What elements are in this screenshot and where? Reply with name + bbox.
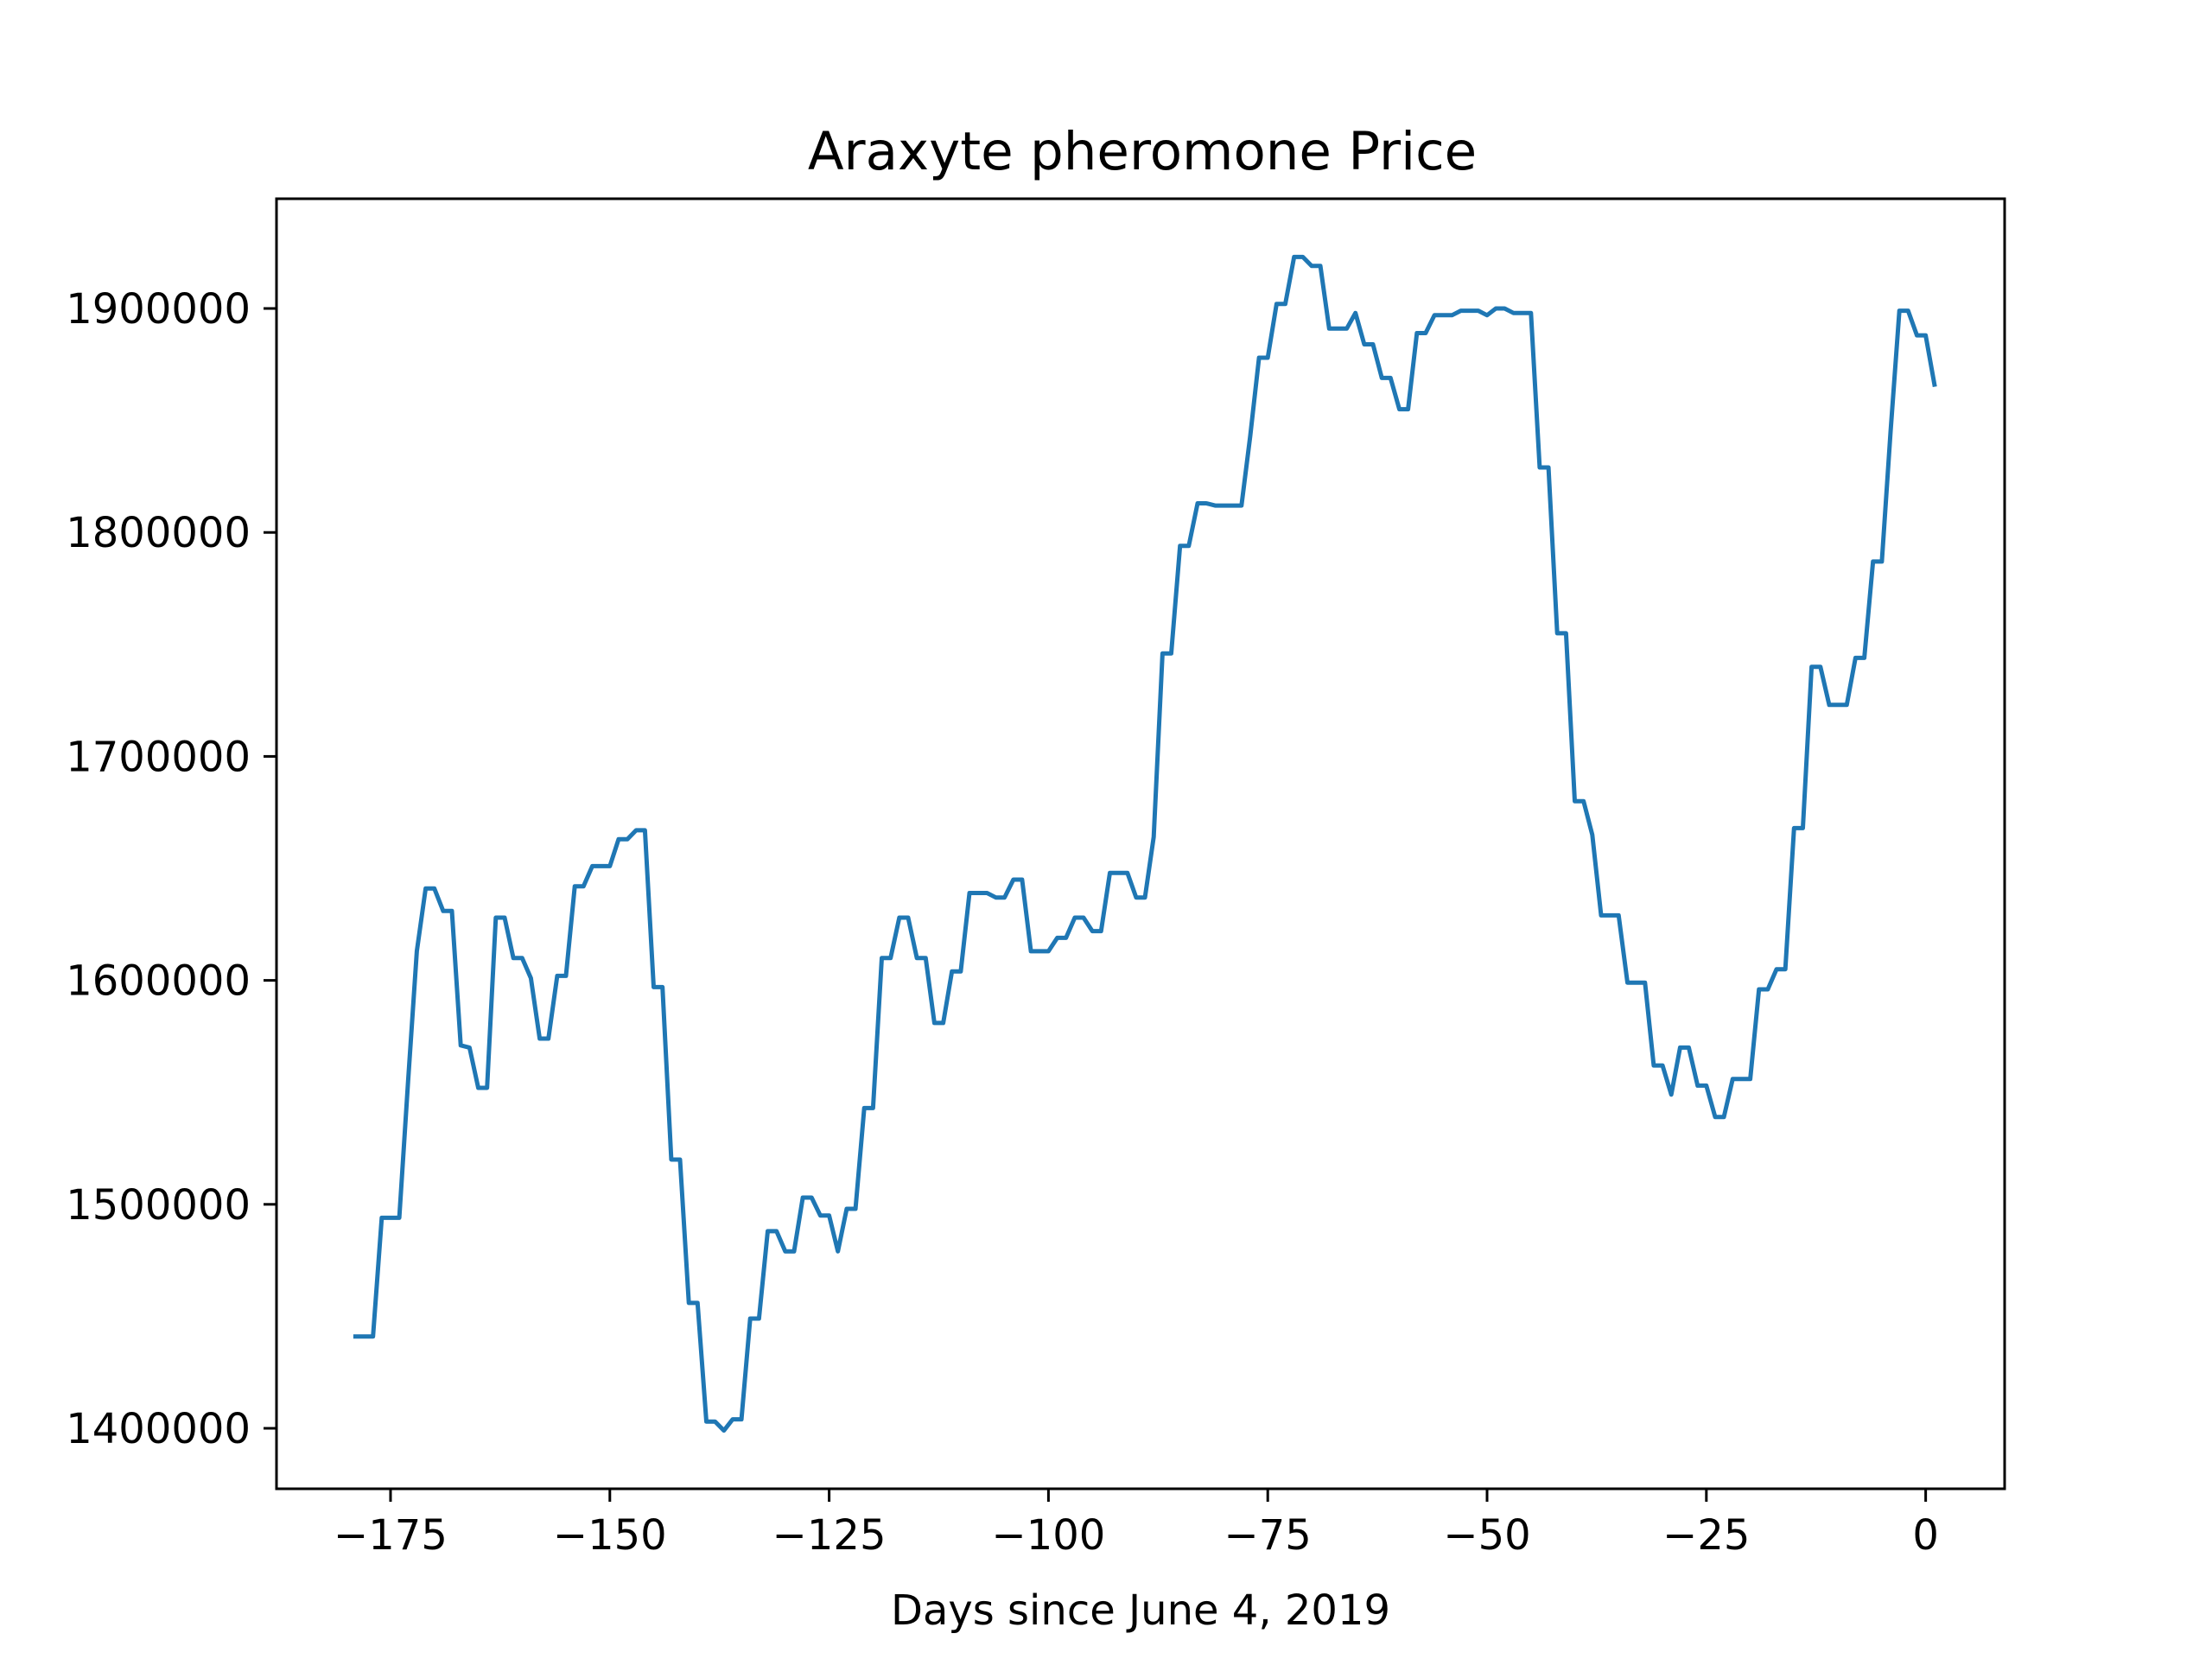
y-tick-label: 1800000	[66, 509, 251, 557]
x-tick-label: −175	[334, 1511, 448, 1560]
axes-frame	[275, 197, 2006, 1491]
x-tick-label: −100	[991, 1511, 1105, 1560]
chart-title: Araxyte pheromone Price	[808, 121, 1477, 182]
x-tick-label: −25	[1662, 1511, 1750, 1560]
y-tick-label: 1600000	[66, 957, 251, 1006]
x-tick-label: −50	[1443, 1511, 1530, 1560]
y-tick-label: 1400000	[66, 1405, 251, 1453]
x-tick-label: −75	[1224, 1511, 1312, 1560]
y-axis: 1400000 1500000 1600000 1700000 1800000 19000…	[66, 285, 276, 1453]
x-axis: −175 −150 −125 −100 −75 −50 −25 0	[334, 1489, 1939, 1560]
x-tick-label: −150	[553, 1511, 667, 1560]
y-tick-label: 1700000	[66, 733, 251, 781]
plot-area	[353, 254, 1937, 1433]
series-line	[353, 254, 1937, 1433]
x-tick-label: −125	[772, 1511, 887, 1560]
y-tick-label: 1900000	[66, 285, 251, 334]
x-axis-label: Days since June 4, 2019	[891, 1586, 1390, 1635]
y-tick-label: 1500000	[66, 1181, 251, 1230]
x-tick-label: 0	[1912, 1511, 1939, 1560]
